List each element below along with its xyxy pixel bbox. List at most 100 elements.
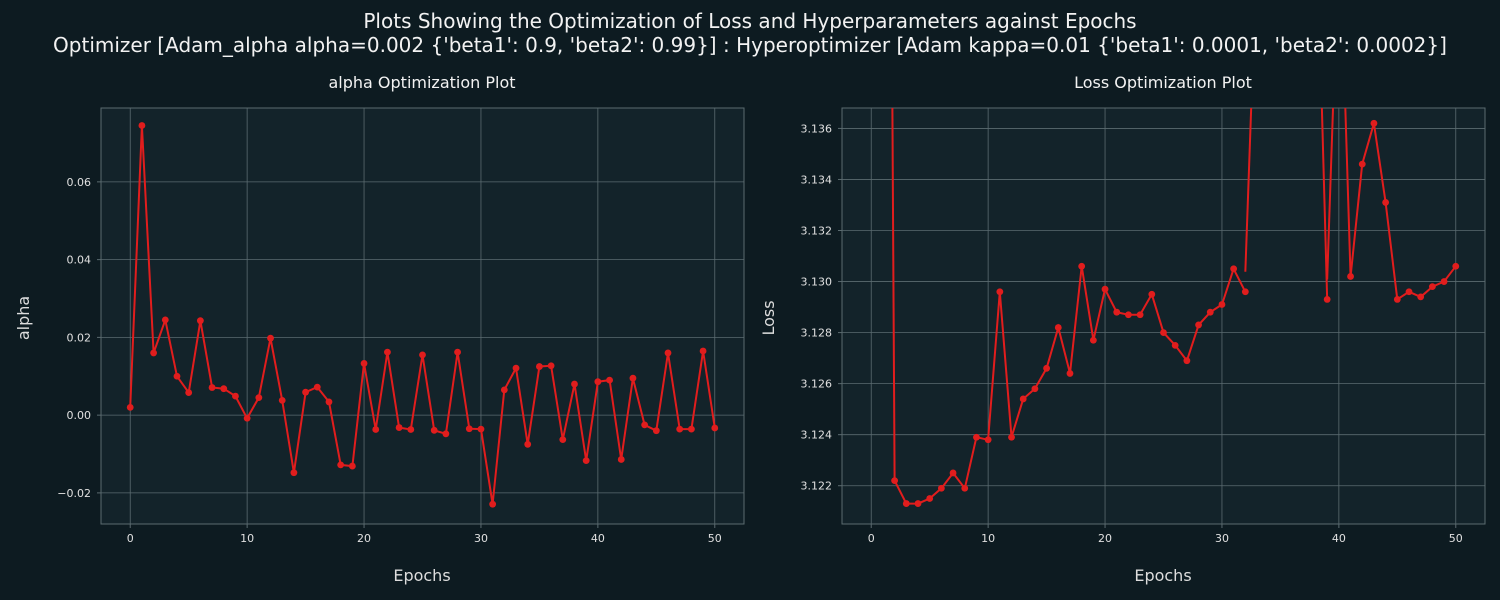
alpha-data-point — [699, 347, 707, 355]
loss-data-point — [1043, 364, 1050, 372]
alpha-series — [126, 122, 719, 508]
figure-title: Plots Showing the Optimization of Loss a… — [363, 9, 1137, 33]
alpha-data-point — [348, 462, 356, 470]
loss-offscale-segment — [1244, 108, 1253, 272]
loss-xtick-label: 30 — [1215, 532, 1229, 545]
loss-data-point — [891, 477, 899, 485]
alpha-data-point — [641, 421, 649, 429]
alpha-data-point — [512, 364, 520, 372]
alpha-data-point — [302, 388, 309, 396]
loss-xtick-label: 20 — [1098, 532, 1112, 545]
alpha-data-point — [138, 122, 146, 129]
loss-xtick-label: 10 — [981, 532, 995, 545]
loss-data-point — [902, 500, 910, 507]
loss-data-point — [937, 484, 945, 492]
loss-data-point — [949, 469, 957, 477]
alpha-data-point — [337, 461, 345, 469]
alpha-data-point — [208, 384, 216, 391]
alpha-data-point — [454, 348, 461, 356]
loss-data-point — [1125, 311, 1132, 319]
alpha-ytick-label: 0.06 — [67, 176, 92, 189]
alpha-plot-frame — [100, 107, 745, 525]
alpha-plot-xlabel: Epochs — [393, 566, 450, 585]
loss-data-point — [1206, 308, 1214, 316]
loss-data-point — [1171, 341, 1179, 349]
alpha-data-point — [594, 378, 602, 386]
loss-data-point — [1183, 357, 1191, 365]
alpha-data-point — [711, 424, 719, 432]
loss-data-point — [914, 500, 922, 507]
loss-data-point — [1358, 160, 1366, 168]
alpha-data-point — [243, 414, 251, 422]
alpha-data-point — [430, 426, 438, 434]
alpha-data-point — [325, 398, 333, 406]
loss-offscale-segment — [1326, 108, 1335, 280]
loss-data-point — [1089, 336, 1097, 344]
loss-plot-title: Loss Optimization Plot — [1074, 73, 1252, 92]
loss-data-point — [1078, 262, 1086, 270]
alpha-data-point — [278, 396, 286, 404]
alpha-ytick-label: −0.02 — [57, 487, 91, 500]
alpha-data-point — [676, 425, 684, 433]
loss-offscale-segment — [1320, 108, 1329, 300]
loss-data-point — [1054, 324, 1062, 331]
alpha-data-point — [489, 500, 497, 508]
loss-data-point — [973, 433, 980, 441]
alpha-xtick-label: 30 — [474, 532, 488, 545]
alpha-ytick-label: 0.00 — [67, 409, 92, 422]
alpha-ytick-label: 0.04 — [67, 254, 92, 267]
alpha-data-point — [185, 389, 193, 396]
alpha-xtick-label: 10 — [240, 532, 254, 545]
loss-ytick-label: 3.124 — [801, 429, 833, 442]
figure-subtitle: Optimizer [Adam_alpha alpha=0.002 {'beta… — [53, 33, 1447, 57]
loss-data-point — [1428, 283, 1436, 291]
alpha-data-point — [372, 426, 380, 433]
alpha-data-point — [360, 360, 368, 367]
alpha-data-point — [313, 383, 321, 391]
alpha-data-point — [465, 425, 473, 433]
alpha-data-point — [500, 386, 508, 394]
alpha-data-point — [606, 376, 613, 384]
loss-data-point — [926, 495, 934, 502]
alpha-plot-area — [101, 108, 744, 524]
alpha-data-point — [524, 440, 532, 448]
loss-data-point — [1417, 293, 1425, 301]
alpha-ytick-label: 0.02 — [67, 331, 92, 344]
loss-ytick-label: 3.134 — [801, 173, 833, 186]
alpha-data-point — [126, 403, 134, 411]
loss-data-point — [1452, 262, 1460, 270]
loss-data-point — [1370, 119, 1378, 127]
alpha-data-point — [582, 457, 590, 465]
loss-series — [891, 108, 1460, 507]
alpha-data-point — [442, 430, 450, 438]
alpha-data-point — [395, 424, 403, 431]
alpha-data-point — [477, 425, 485, 433]
loss-plot-area — [842, 108, 1485, 524]
alpha-data-point — [161, 316, 169, 324]
loss-ytick-label: 3.128 — [801, 327, 833, 340]
loss-data-point — [1066, 370, 1074, 377]
alpha-plot-title: alpha Optimization Plot — [328, 73, 515, 92]
loss-ytick-label: 3.130 — [801, 276, 833, 289]
loss-data-point — [961, 484, 969, 492]
loss-plot-ylabel: Loss — [759, 300, 778, 335]
loss-data-point — [984, 436, 992, 444]
alpha-data-point — [267, 334, 274, 342]
loss-data-point — [1160, 329, 1167, 336]
alpha-data-point — [419, 351, 426, 359]
alpha-data-point — [664, 349, 672, 357]
loss-data-point — [1405, 288, 1413, 296]
loss-data-point — [996, 288, 1004, 296]
alpha-data-point — [407, 426, 415, 433]
loss-offscale-segment — [1344, 108, 1352, 277]
alpha-data-point — [652, 427, 660, 435]
alpha-data-point — [617, 456, 625, 463]
alpha-data-point — [629, 374, 637, 382]
loss-ytick-label: 3.132 — [801, 225, 833, 238]
loss-data-point — [1241, 288, 1249, 296]
alpha-data-point — [173, 372, 181, 380]
alpha-xtick-label: 20 — [357, 532, 371, 545]
loss-plot: Loss Optimization Plot Epochs Loss 0 10 20… — [759, 73, 1486, 585]
loss-data-point — [1230, 265, 1238, 273]
